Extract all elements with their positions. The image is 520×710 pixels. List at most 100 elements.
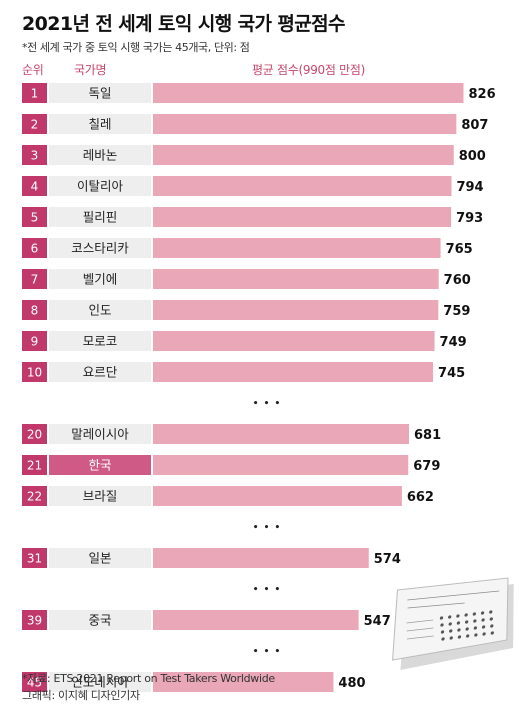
country-label: 요르단 xyxy=(83,365,118,380)
bar xyxy=(153,176,452,196)
rank-box xyxy=(22,672,47,692)
country-box xyxy=(49,610,151,630)
rank-box xyxy=(22,486,47,506)
ellipsis-marker: • • • xyxy=(253,585,282,595)
rank-label: 45 xyxy=(27,676,42,690)
country-label: 말레이시아 xyxy=(71,427,129,442)
score-column-header: 평균 점수(990점 만점) xyxy=(252,63,365,77)
rank-label: 4 xyxy=(31,180,39,194)
value-label: 794 xyxy=(456,180,483,195)
rank-label: 6 xyxy=(31,242,39,256)
value-label: 480 xyxy=(338,676,365,691)
bar xyxy=(153,300,439,320)
rank-label: 31 xyxy=(27,552,42,566)
country-label: 벨기에 xyxy=(83,272,118,287)
rank-box xyxy=(22,548,47,568)
value-label: 681 xyxy=(414,428,441,443)
rank-label: 2 xyxy=(31,118,39,132)
value-label: 759 xyxy=(443,304,470,319)
answer-sheet-illustration xyxy=(392,577,514,670)
country-label: 독일 xyxy=(88,86,111,101)
rank-box xyxy=(22,207,47,227)
rank-label: 3 xyxy=(31,149,39,163)
country-box xyxy=(49,145,151,165)
rank-box xyxy=(22,269,47,289)
bar xyxy=(153,114,457,134)
rank-box xyxy=(22,238,47,258)
country-label: 이탈리아 xyxy=(77,179,124,194)
bar xyxy=(153,145,454,165)
rank-box xyxy=(22,424,47,444)
bar xyxy=(153,238,441,258)
country-box xyxy=(49,424,151,444)
country-label: 칠레 xyxy=(88,117,111,132)
country-box xyxy=(49,300,151,320)
value-label: 574 xyxy=(374,552,401,567)
bar xyxy=(153,362,434,382)
ellipsis-marker: • • • xyxy=(253,647,282,657)
country-column-header: 국가명 xyxy=(74,63,107,77)
rank-label: 8 xyxy=(31,304,39,318)
country-box xyxy=(49,548,151,568)
rank-label: 5 xyxy=(31,211,39,225)
country-box xyxy=(49,207,151,227)
chart-title: 2021년 전 세계 토익 시행 국가 평균점수 xyxy=(22,13,345,35)
rank-label: 1 xyxy=(31,87,39,101)
value-label: 765 xyxy=(446,242,473,257)
country-label: 모로코 xyxy=(83,334,118,349)
value-label: 662 xyxy=(407,490,434,505)
rank-box xyxy=(22,331,47,351)
rank-label: 20 xyxy=(27,428,42,442)
rank-label: 39 xyxy=(27,614,42,628)
country-box xyxy=(49,486,151,506)
value-label: 826 xyxy=(468,87,495,102)
rank-box xyxy=(22,176,47,196)
value-label: 679 xyxy=(413,459,440,474)
bar xyxy=(153,548,369,568)
country-label: 중국 xyxy=(88,613,111,628)
rank-box xyxy=(22,114,47,134)
ellipsis-marker: • • • xyxy=(253,523,282,533)
bar xyxy=(153,610,359,630)
value-label: 749 xyxy=(440,335,467,350)
rank-label: 22 xyxy=(27,490,42,504)
country-box xyxy=(49,176,151,196)
rank-label: 21 xyxy=(27,459,42,473)
value-label: 745 xyxy=(438,366,465,381)
ellipsis-marker: • • • xyxy=(253,399,282,409)
bar xyxy=(153,672,334,692)
value-label: 800 xyxy=(459,149,486,164)
bar xyxy=(153,83,464,103)
country-label: 인도 xyxy=(88,303,111,318)
country-box xyxy=(49,114,151,134)
bar xyxy=(153,269,439,289)
country-box xyxy=(49,331,151,351)
value-label: 547 xyxy=(364,614,391,629)
rank-box xyxy=(22,362,47,382)
rank-box xyxy=(22,610,47,630)
country-label: 인도네시아 xyxy=(71,675,129,690)
country-label: 코스타리카 xyxy=(71,241,129,256)
rank-column-header: 순위 xyxy=(22,63,44,77)
rank-label: 10 xyxy=(27,366,42,380)
rank-box xyxy=(22,83,47,103)
source-note: *자료: ETS 2021 Report on Test Takers Worl… xyxy=(22,672,275,685)
value-label: 760 xyxy=(444,273,471,288)
rank-box xyxy=(22,145,47,165)
chart-subtitle: *전 세계 국가 중 토익 시행 국가는 45개국, 단위: 점 xyxy=(22,41,250,54)
rank-box xyxy=(22,300,47,320)
country-box xyxy=(49,362,151,382)
country-label: 한국 xyxy=(88,458,111,473)
graphic-credit: 그래픽: 이지혜 디자인기자 xyxy=(22,689,140,702)
bar xyxy=(153,331,435,351)
bar xyxy=(153,207,452,227)
country-label: 필리핀 xyxy=(83,210,118,225)
bar xyxy=(153,486,402,506)
value-label: 807 xyxy=(461,118,488,133)
rank-box xyxy=(22,455,47,475)
bar xyxy=(153,455,409,475)
bar xyxy=(153,424,409,444)
rank-label: 7 xyxy=(31,273,39,287)
country-box xyxy=(49,269,151,289)
